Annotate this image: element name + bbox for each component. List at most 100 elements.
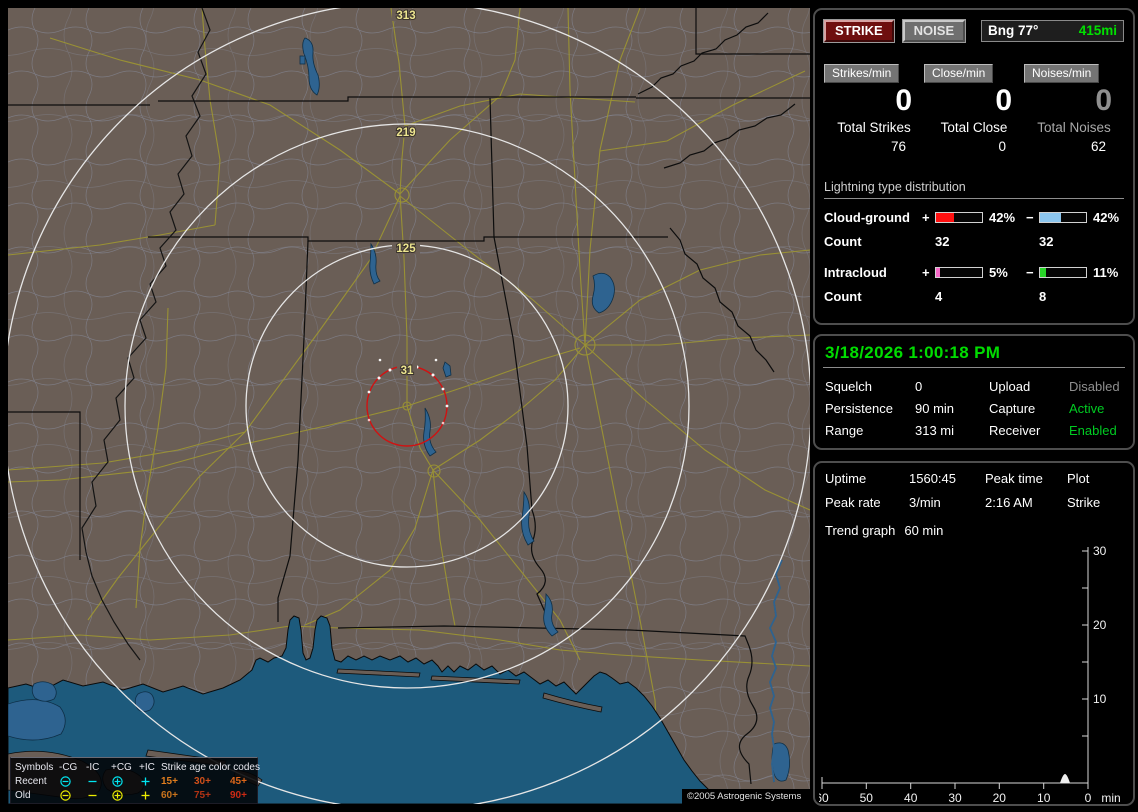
ring-labels: 313 219 125 31	[392, 9, 420, 378]
cg-negative-bar	[1039, 212, 1087, 223]
peak-time-value: 2:16 AM	[985, 495, 1033, 510]
cg-positive-bar	[935, 212, 983, 223]
age-code-30: 30+	[194, 775, 211, 787]
y-tick-20: 20	[1093, 618, 1107, 632]
strikes-per-min-value: 0	[895, 84, 912, 117]
distribution-title: Lightning type distribution	[824, 180, 1124, 199]
cloud-ground-label: Cloud-ground	[824, 210, 910, 225]
total-noises-label: Total Noises	[1037, 120, 1111, 135]
map-legend: Symbols -CG -IC +CG +IC Strike age color…	[10, 757, 260, 804]
status-panel: 3/18/2026 1:00:18 PM Squelch 0 Upload Di…	[813, 334, 1135, 450]
lakes	[8, 37, 790, 783]
legend-col-neg-ic: -IC	[86, 761, 100, 773]
ic-positive-count: 4	[935, 289, 943, 304]
ic-positive-bar	[935, 267, 983, 278]
cg-positive-count: 32	[935, 234, 950, 249]
map-canvas: 313 219 125 31	[8, 8, 810, 804]
noise-toggle-button[interactable]: NOISE	[901, 19, 967, 43]
age-code-90: 90+	[230, 789, 247, 801]
legend-col-neg-cg: -CG	[59, 761, 78, 773]
neg-ic-recent-icon	[86, 775, 111, 788]
plus-sign: +	[922, 210, 930, 225]
age-code-45: 45+	[230, 775, 247, 787]
x-tick-0: 0	[1085, 791, 1092, 805]
squelch-label: Squelch	[825, 379, 872, 394]
total-close-label: Total Close	[940, 120, 1008, 135]
neg-cg-recent-icon	[59, 775, 86, 788]
total-close-value: 0	[998, 139, 1006, 154]
ic-positive-pct: 5%	[989, 265, 1008, 280]
neg-ic-old-icon	[86, 789, 111, 802]
upload-label: Upload	[989, 379, 1031, 394]
peak-rate-label: Peak rate	[825, 495, 881, 510]
trend-window-value: 60 min	[904, 523, 944, 538]
strike-toggle-button[interactable]: STRIKE	[823, 19, 895, 43]
legend-age-header: Strike age color codes	[161, 761, 260, 773]
legend-recent-label: Recent	[15, 775, 47, 787]
receiver-label: Receiver	[989, 423, 1041, 438]
pos-ic-old-icon	[139, 789, 161, 802]
x-tick-10: 10	[1037, 791, 1051, 805]
cg-negative-pct: 42%	[1093, 210, 1120, 225]
close-per-min-button[interactable]: Close/min	[924, 64, 994, 83]
upload-status: Disabled	[1069, 379, 1120, 394]
trend-spike	[1060, 774, 1070, 783]
ring-label-219: 219	[396, 127, 415, 139]
peak-time-label: Peak time	[985, 471, 1043, 486]
total-strikes-label: Total Strikes	[837, 120, 911, 135]
minus-sign: −	[1026, 265, 1034, 280]
x-unit-label: min	[1101, 791, 1120, 805]
capture-label: Capture	[989, 401, 1036, 416]
plot-label: Plot	[1067, 471, 1090, 486]
ring-label-125: 125	[396, 243, 416, 255]
clock-datetime: 3/18/2026 1:00:18 PM	[825, 343, 1001, 362]
bearing-range-value: 415mi	[1078, 23, 1117, 38]
age-code-15: 15+	[161, 775, 178, 787]
persistence-value: 90 min	[915, 401, 955, 416]
copyright-notice: ©2005 Astrogenic Systems	[682, 789, 810, 804]
pos-cg-old-icon	[111, 789, 139, 802]
state-borders	[8, 8, 810, 785]
range-label: Range	[825, 423, 864, 438]
strikes-per-min-button[interactable]: Strikes/min	[824, 64, 900, 83]
cg-positive-pct: 42%	[989, 210, 1016, 225]
strike-counter-panel: STRIKE NOISE Bng 77° 415mi Strikes/min 0…	[813, 8, 1135, 325]
legend-old-label: Old	[15, 789, 31, 801]
stats-panel: Uptime 1560:45 Peak time Plot Peak rate …	[813, 461, 1135, 806]
noises-per-min-button[interactable]: Noises/min	[1024, 64, 1100, 83]
y-tick-30: 30	[1093, 544, 1107, 558]
minus-sign: −	[1026, 210, 1034, 225]
divider	[823, 367, 1125, 368]
ring-label-31: 31	[401, 365, 414, 377]
ring-label-313: 313	[396, 10, 415, 22]
noises-per-min-value: 0	[1095, 84, 1112, 117]
uptime-value: 1560:45	[909, 471, 956, 486]
pos-ic-recent-icon	[139, 775, 161, 788]
peak-rate-value: 3/min	[909, 495, 941, 510]
legend-col-pos-cg: +CG	[111, 761, 132, 773]
x-tick-40: 40	[904, 791, 918, 805]
total-noises-value: 62	[1090, 139, 1106, 154]
legend-symbols-header: Symbols	[15, 761, 54, 773]
intracloud-label: Intracloud	[824, 265, 887, 280]
age-code-60: 60+	[161, 789, 178, 801]
age-code-75: 75+	[194, 789, 211, 801]
y-tick-10: 10	[1093, 692, 1107, 706]
uptime-label: Uptime	[825, 471, 867, 486]
lightning-map[interactable]: 313 219 125 31 Symbols -CG -IC +CG +IC S…	[8, 8, 810, 804]
bearing-value: Bng 77°	[988, 23, 1039, 38]
legend-col-pos-ic: +IC	[139, 761, 155, 773]
neg-cg-old-icon	[59, 789, 86, 802]
trend-graph-label: Trend graph	[825, 523, 896, 538]
persistence-label: Persistence	[825, 401, 893, 416]
capture-status: Active	[1069, 401, 1105, 416]
ic-negative-count: 8	[1039, 289, 1047, 304]
cg-count-label: Count	[824, 234, 862, 249]
ic-negative-bar	[1039, 267, 1087, 278]
total-strikes-value: 76	[890, 139, 906, 154]
plot-mode-value: Strike	[1067, 495, 1101, 510]
x-tick-20: 20	[993, 791, 1007, 805]
x-tick-30: 30	[948, 791, 962, 805]
range-value: 313 mi	[915, 423, 955, 438]
x-tick-50: 50	[860, 791, 874, 805]
